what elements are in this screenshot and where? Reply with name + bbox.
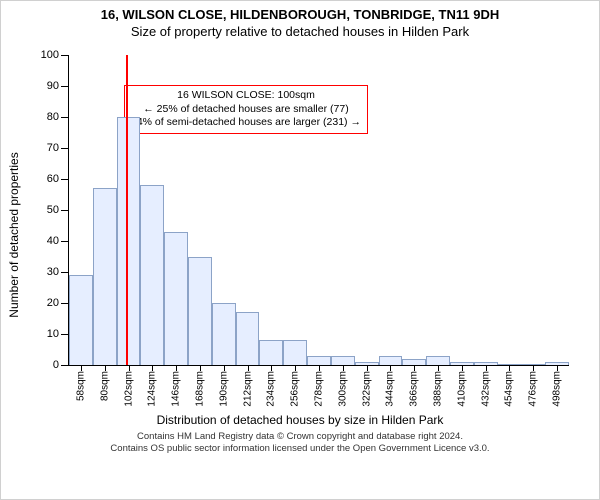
y-tick	[61, 272, 69, 273]
y-tick-label: 20	[47, 297, 59, 309]
plot-region: 16 WILSON CLOSE: 100sqm ← 25% of detache…	[68, 55, 569, 366]
x-tick-label: 454sqm	[504, 371, 515, 407]
y-tick	[61, 55, 69, 56]
x-tick-label: 234sqm	[266, 371, 277, 407]
y-axis-label: Number of detached properties	[7, 152, 21, 317]
x-tick-label: 410sqm	[456, 371, 467, 407]
y-tick	[61, 365, 69, 366]
callout-line2: ← 25% of detached houses are smaller (77…	[131, 103, 361, 117]
x-tick-label: 278sqm	[314, 371, 325, 407]
x-tick-label: 146sqm	[171, 371, 182, 407]
chart-title-sub: Size of property relative to detached ho…	[1, 24, 599, 39]
x-tick-label: 168sqm	[194, 371, 205, 407]
x-tick-label: 498sqm	[552, 371, 563, 407]
x-tick-label: 366sqm	[409, 371, 420, 407]
bar	[379, 356, 403, 365]
y-tick	[61, 303, 69, 304]
callout-line3: 74% of semi-detached houses are larger (…	[131, 116, 361, 130]
y-tick-label: 40	[47, 235, 59, 247]
y-tick-label: 30	[47, 266, 59, 278]
bar	[69, 275, 93, 365]
x-tick-label: 322sqm	[361, 371, 372, 407]
x-tick-label: 476sqm	[528, 371, 539, 407]
x-tick-label: 300sqm	[337, 371, 348, 407]
callout-box: 16 WILSON CLOSE: 100sqm ← 25% of detache…	[124, 85, 368, 134]
x-tick-label: 212sqm	[242, 371, 253, 407]
bar	[331, 356, 355, 365]
bar	[140, 185, 164, 365]
bar	[426, 356, 450, 365]
y-tick-label: 60	[47, 173, 59, 185]
chart-title-main: 16, WILSON CLOSE, HILDENBOROUGH, TONBRID…	[1, 7, 599, 22]
bar	[236, 312, 260, 365]
x-tick-label: 58sqm	[75, 371, 86, 401]
y-tick-label: 10	[47, 328, 59, 340]
footer: Contains HM Land Registry data © Crown c…	[1, 431, 599, 455]
bar	[283, 340, 307, 365]
bar	[259, 340, 283, 365]
y-tick-label: 90	[47, 80, 59, 92]
bar	[307, 356, 331, 365]
x-axis-label: Distribution of detached houses by size …	[157, 413, 444, 427]
bar	[188, 257, 212, 366]
y-tick	[61, 334, 69, 335]
bar	[93, 188, 117, 365]
y-tick-label: 70	[47, 142, 59, 154]
y-tick	[61, 117, 69, 118]
x-tick-label: 344sqm	[385, 371, 396, 407]
x-tick-label: 124sqm	[147, 371, 158, 407]
x-tick-label: 190sqm	[218, 371, 229, 407]
y-tick	[61, 148, 69, 149]
callout-line1: 16 WILSON CLOSE: 100sqm	[131, 89, 361, 103]
bar	[164, 232, 188, 365]
y-tick-label: 50	[47, 204, 59, 216]
y-tick	[61, 86, 69, 87]
y-tick	[61, 241, 69, 242]
bar	[212, 303, 236, 365]
x-tick-label: 102sqm	[123, 371, 134, 407]
x-tick-label: 388sqm	[433, 371, 444, 407]
y-tick-label: 100	[41, 49, 59, 61]
footer-line2: Contains OS public sector information li…	[1, 443, 599, 455]
y-tick	[61, 179, 69, 180]
chart-area: Number of detached properties 16 WILSON …	[20, 45, 580, 425]
y-tick-label: 80	[47, 111, 59, 123]
x-tick-label: 256sqm	[290, 371, 301, 407]
x-tick-label: 432sqm	[480, 371, 491, 407]
reference-line	[126, 55, 128, 365]
y-tick-label: 0	[53, 359, 59, 371]
bar	[117, 117, 141, 365]
y-tick	[61, 210, 69, 211]
x-tick-label: 80sqm	[99, 371, 110, 401]
footer-line1: Contains HM Land Registry data © Crown c…	[1, 431, 599, 443]
